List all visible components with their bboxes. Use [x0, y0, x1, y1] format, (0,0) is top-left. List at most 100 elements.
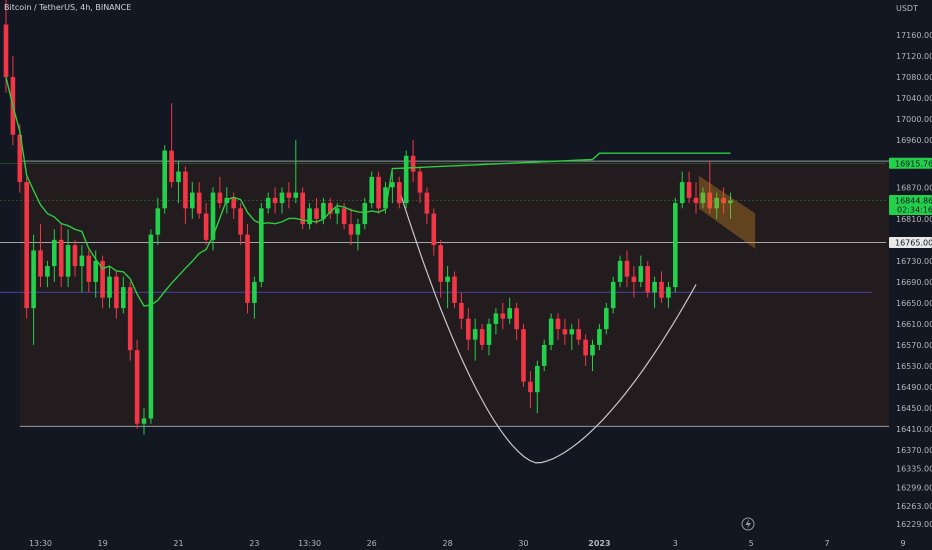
- candle-body: [528, 381, 533, 393]
- candle-body: [617, 260, 623, 282]
- candle-body: [238, 208, 243, 235]
- candle-body: [58, 239, 64, 277]
- x-tick-label: 3: [673, 539, 678, 548]
- x-tick-label: 21: [173, 539, 183, 548]
- y-tick-label: 16870.00: [896, 183, 932, 192]
- x-tick-label: 13:30: [29, 539, 52, 548]
- candle-body: [700, 192, 706, 204]
- candle-body: [569, 329, 575, 335]
- candle-body: [438, 245, 443, 282]
- candle-body: [597, 329, 602, 345]
- moving-average-line: [5, 76, 731, 307]
- candle-body: [555, 318, 561, 330]
- candle-body: [203, 213, 209, 240]
- candle-body: [548, 318, 554, 345]
- candle-body: [252, 281, 257, 303]
- candle-body: [321, 203, 326, 219]
- candle-body: [17, 134, 23, 183]
- candle-body: [196, 192, 202, 214]
- candle-body: [328, 203, 333, 214]
- y-tick-label: 17120.00: [896, 52, 932, 61]
- candle-body: [141, 418, 147, 424]
- y-tick-label: 16960.00: [896, 136, 932, 145]
- y-tick-label: 16810.00: [896, 215, 932, 224]
- candle-body: [265, 197, 271, 209]
- candle-body: [424, 192, 430, 214]
- price-tag-text: 16844.86: [895, 197, 932, 206]
- candle-body: [666, 287, 671, 298]
- candle-body: [355, 224, 361, 235]
- candle-body: [514, 308, 519, 330]
- y-tick-label: 16370.00: [896, 446, 932, 455]
- y-tick-label: 16299.00: [896, 483, 932, 492]
- candle-body: [693, 197, 699, 204]
- candle-body: [541, 344, 547, 366]
- y-tick-label: 17040.00: [896, 94, 932, 103]
- x-tick-label: 19: [98, 539, 108, 548]
- candle-body: [272, 197, 278, 204]
- candle-body: [721, 197, 726, 204]
- candle-body: [397, 182, 402, 204]
- axis-unit: USDT: [896, 4, 918, 13]
- flag-channel: [698, 175, 756, 249]
- candle-body: [245, 234, 250, 303]
- candle-body: [369, 176, 374, 204]
- candle-body: [576, 329, 581, 340]
- y-tick-label: 16730.00: [896, 257, 932, 266]
- candle-body: [293, 192, 299, 198]
- candle-body: [445, 276, 450, 282]
- candle-body: [148, 234, 154, 419]
- candle-body: [210, 192, 216, 240]
- y-tick-label: 16650.00: [896, 299, 932, 308]
- candle-body: [610, 281, 616, 309]
- y-tick-label: 17080.00: [896, 73, 932, 82]
- candle-body: [652, 281, 657, 293]
- cup-curve: [398, 189, 697, 464]
- candle-body: [562, 329, 568, 335]
- candle-body: [127, 287, 133, 351]
- candle-body: [86, 255, 92, 282]
- candle-body: [3, 24, 9, 78]
- candle-body: [493, 313, 499, 324]
- candle-body: [176, 171, 181, 183]
- candle-body: [452, 276, 457, 303]
- y-tick-label: 17000.00: [896, 115, 932, 124]
- candle-body: [624, 260, 630, 277]
- y-tick-label: 16263.00: [896, 502, 932, 511]
- y-tick-label: 16490.00: [896, 383, 932, 392]
- candle-body: [583, 339, 588, 356]
- y-tick-label: 16335.00: [896, 464, 932, 473]
- candle-body: [604, 308, 609, 330]
- candle-body: [72, 245, 78, 267]
- candle-body: [286, 192, 292, 198]
- candle-body: [169, 150, 174, 183]
- candle-body: [259, 208, 264, 282]
- candle-body: [403, 155, 409, 204]
- candle-body: [459, 302, 464, 319]
- candle-body: [500, 313, 506, 319]
- price-tag-2: [889, 236, 932, 248]
- candle-body: [307, 208, 312, 225]
- candle-body: [645, 266, 650, 293]
- candle-body: [65, 245, 71, 277]
- candle-body: [507, 308, 512, 319]
- candle-body: [38, 250, 43, 277]
- candle-body: [279, 192, 285, 204]
- x-tick-label: 7: [825, 539, 830, 548]
- price-tag-countdown: 02:34:16: [897, 206, 932, 215]
- candle-body: [52, 239, 57, 267]
- chart-title: Bitcoin / TetherUS, 4h, BINANCE: [4, 3, 132, 12]
- candle-body: [134, 350, 140, 424]
- y-tick-label: 16690.00: [896, 278, 932, 287]
- candle-body: [100, 260, 105, 298]
- candle-body: [107, 276, 112, 298]
- lightning-icon: [745, 519, 751, 529]
- candle-body: [535, 365, 540, 393]
- candle-body: [217, 192, 223, 204]
- y-tick-label: 16570.00: [896, 341, 932, 350]
- y-tick-label: 16450.00: [896, 404, 932, 413]
- candle-body: [24, 182, 29, 309]
- candle-body: [348, 224, 354, 235]
- candle-body: [183, 171, 188, 209]
